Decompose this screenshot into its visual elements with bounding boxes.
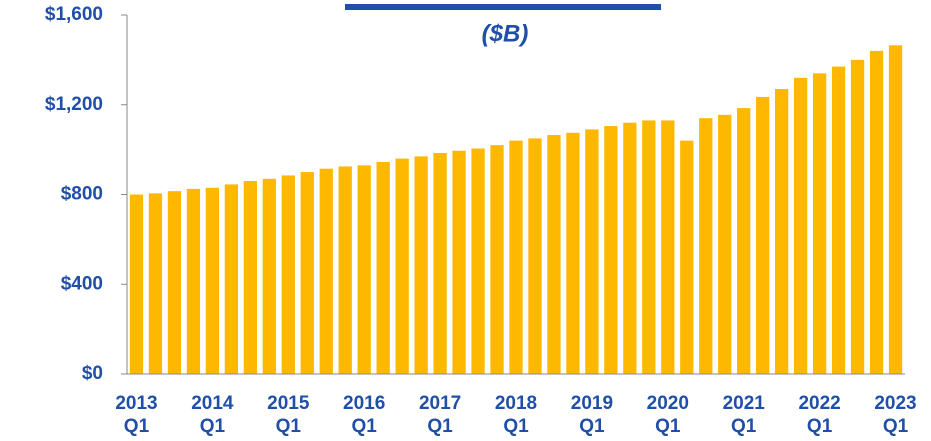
bar (376, 161, 390, 374)
bar (585, 129, 599, 374)
bar (604, 126, 618, 374)
x-tick-label: 2020 Q1 (646, 393, 689, 437)
bar (452, 150, 466, 374)
y-tick-label: $0 (82, 363, 103, 384)
x-tick-label: 2013 Q1 (115, 393, 158, 437)
bar (319, 168, 333, 374)
bar (718, 114, 732, 375)
y-tick-label: $1,600 (45, 4, 103, 25)
x-tick-label: 2016 Q1 (343, 393, 386, 437)
bar (148, 193, 163, 374)
x-tick-label: 2015 Q1 (267, 393, 310, 437)
bar (186, 188, 201, 374)
bar (699, 118, 713, 375)
bar (831, 66, 846, 374)
bar (224, 184, 239, 374)
bar (395, 158, 409, 374)
bar (509, 140, 523, 374)
x-tick-label: 2022 Q1 (798, 393, 841, 437)
chart-subtitle: ($B) (482, 20, 529, 47)
y-tick-label: $400 (61, 273, 103, 294)
bar (528, 138, 542, 374)
bar (793, 77, 808, 374)
bar (281, 175, 295, 374)
bar (338, 166, 352, 374)
bar (623, 122, 637, 374)
bar (357, 165, 371, 374)
bar (471, 148, 485, 374)
y-tick-label: $1,200 (45, 94, 103, 115)
y-tick-label: $800 (61, 184, 103, 205)
bar (812, 73, 827, 375)
bar (490, 145, 504, 374)
bar (661, 120, 675, 374)
bar (775, 89, 789, 374)
bar (167, 191, 182, 374)
bar (433, 152, 447, 374)
x-tick-label: 2021 Q1 (722, 393, 765, 437)
x-tick-label: 2014 Q1 (191, 393, 234, 437)
bar (262, 178, 276, 374)
bar (547, 135, 561, 374)
title-underline (345, 4, 661, 10)
bar (756, 96, 770, 374)
bar (869, 50, 884, 375)
bar (642, 120, 656, 374)
x-tick-label: 2017 Q1 (418, 393, 462, 437)
bar (737, 108, 751, 374)
bar (680, 140, 694, 374)
bar (566, 132, 580, 374)
bar (243, 181, 257, 374)
bar (414, 156, 428, 374)
x-tick-label: 2018 Q1 (494, 393, 538, 437)
bar (205, 187, 220, 374)
x-tick-label: 2019 Q1 (570, 393, 614, 437)
bar (850, 59, 865, 374)
bar (300, 172, 314, 374)
bar (888, 45, 903, 375)
bar (129, 194, 144, 374)
x-tick-label: 2023 Q1 (874, 393, 917, 437)
